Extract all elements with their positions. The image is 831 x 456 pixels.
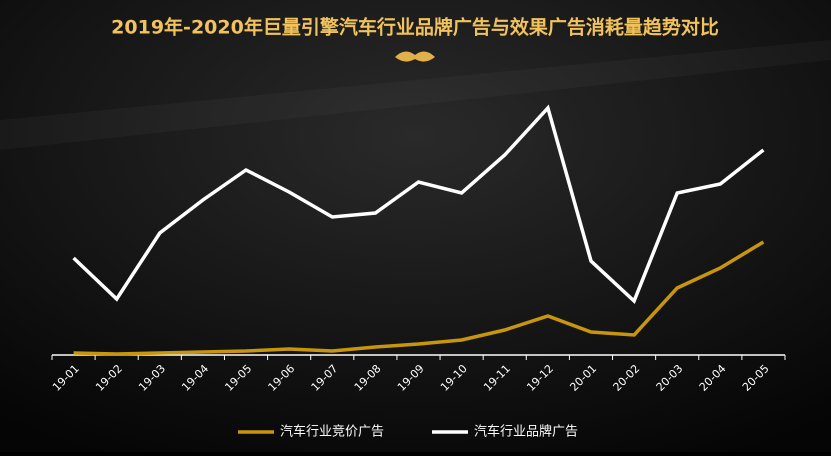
legend-label: 汽车行业品牌广告 (474, 424, 578, 440)
series-line (72, 104, 765, 305)
title-ornament (395, 51, 435, 62)
chart-title: 2019年-2020年巨量引擎汽车行业品牌广告与效果广告消耗量趋势对比 (111, 16, 719, 39)
series-line (73, 240, 765, 356)
legend-label: 汽车行业竞价广告 (280, 424, 384, 440)
